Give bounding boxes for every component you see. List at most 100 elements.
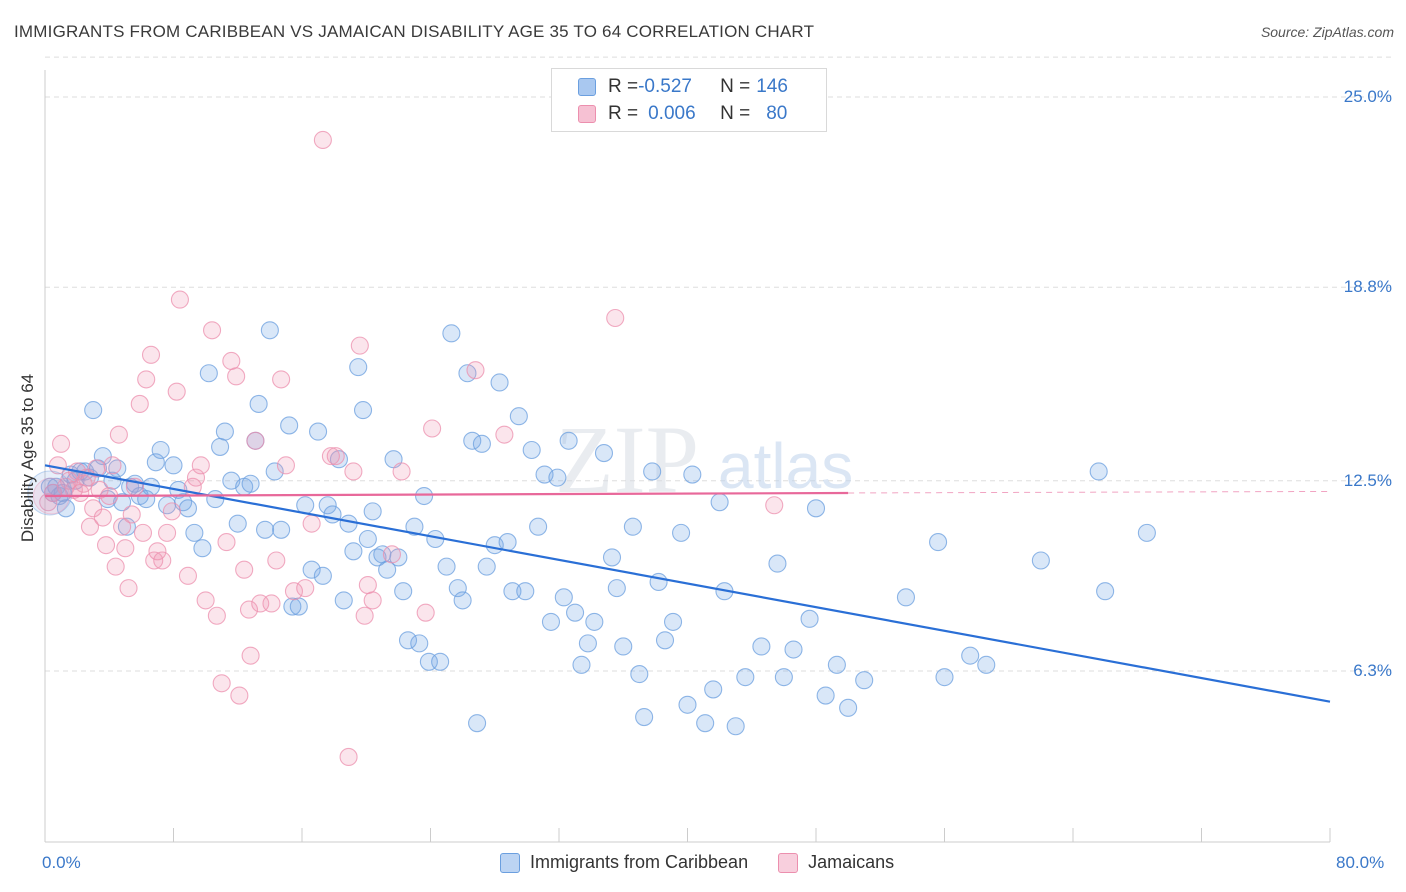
legend-item-caribbean: Immigrants from Caribbean: [500, 852, 748, 873]
caribbean-point: [630, 665, 649, 684]
caribbean-point: [313, 566, 332, 585]
y-axis-label: Disability Age 35 to 64: [18, 373, 37, 543]
jamaican-point: [363, 591, 382, 610]
caribbean-point: [84, 401, 103, 420]
grid-lines: [45, 56, 1395, 672]
caribbean-point: [260, 321, 279, 340]
jamaican-point: [296, 579, 315, 598]
caribbean-point: [228, 514, 247, 533]
caribbean-point: [206, 490, 225, 509]
x-tick-label-min: 0.0%: [42, 853, 81, 872]
caribbean-point: [635, 707, 654, 727]
jamaican-point: [350, 336, 369, 355]
caribbean-point: [696, 714, 715, 733]
caribbean-point: [522, 440, 541, 460]
stats-legend: R = -0.527 N = 146 R = 0.006 N = 80: [551, 68, 827, 132]
caribbean-point: [498, 533, 517, 552]
caribbean-point: [415, 486, 434, 506]
caribbean-point: [358, 529, 377, 549]
n-label: N =: [720, 76, 751, 97]
trend-lines: [44, 464, 1331, 703]
n-value: 80: [766, 103, 788, 124]
jamaican-point: [302, 514, 321, 533]
jamaican-point: [133, 523, 153, 542]
caribbean-point: [614, 637, 633, 656]
caribbean-point: [806, 499, 826, 518]
jamaican-point: [109, 425, 128, 444]
x-tick-label-max: 80.0%: [1336, 853, 1385, 872]
watermark-atlas: atlas: [718, 430, 853, 502]
caribbean-point: [774, 668, 793, 687]
caribbean-point: [199, 364, 218, 383]
legend-label: Immigrants from Caribbean: [530, 852, 749, 872]
jamaican-point: [148, 542, 167, 561]
source-credit: Source: ZipAtlas.com: [1260, 24, 1394, 40]
caribbean-point: [554, 588, 573, 607]
jamaican-point: [423, 419, 442, 438]
jamaican-point: [246, 431, 265, 450]
legend-item-jamaicans: Jamaicans: [778, 852, 894, 873]
caribbean-point: [503, 582, 522, 601]
caribbean-point: [663, 612, 683, 631]
caribbean-point: [752, 637, 771, 656]
r-label: R =: [608, 76, 639, 97]
caribbean-point: [935, 668, 954, 687]
caribbean-point: [855, 671, 874, 690]
caribbean-point: [211, 437, 230, 456]
jamaican-point: [326, 447, 345, 466]
caribbean-point: [398, 631, 418, 650]
caribbean-point: [289, 597, 308, 616]
jamaican-point: [203, 321, 222, 340]
caribbean-point: [339, 514, 358, 533]
caribbean-point: [283, 597, 302, 616]
jamaican-point: [39, 493, 58, 512]
caribbean-point: [683, 465, 702, 484]
caribbean-point: [572, 655, 591, 674]
jamaican-point: [272, 370, 291, 389]
caribbean-point: [800, 609, 819, 628]
y-tick-label: 25.0%: [1343, 87, 1392, 106]
caribbean-point: [477, 557, 496, 576]
caribbean-point: [490, 373, 509, 392]
caribbean-point: [678, 695, 697, 714]
jamaican-point: [158, 523, 177, 542]
jamaican-point: [339, 747, 358, 766]
r-value: -0.527: [638, 76, 692, 97]
caribbean-point: [178, 499, 198, 518]
caribbean-point: [164, 456, 183, 475]
jamaican-point: [217, 533, 236, 552]
caribbean-point: [185, 523, 204, 542]
jamaican-point: [212, 674, 231, 693]
r-label: R =: [608, 103, 639, 124]
watermark: ZIP atlas: [555, 406, 853, 513]
caribbean-point: [334, 591, 353, 610]
caribbean-point: [509, 407, 528, 426]
jamaican-point: [262, 594, 281, 613]
caribbean-point: [349, 358, 368, 377]
watermark-zip: ZIP: [555, 406, 699, 513]
caribbean-point: [151, 440, 170, 460]
y-tick-label: 18.8%: [1343, 277, 1392, 297]
caribbean-point: [272, 520, 291, 539]
caribbean-point: [529, 517, 548, 536]
caribbean-point: [896, 588, 916, 607]
caribbean-point: [318, 496, 337, 515]
jamaican-point: [207, 606, 226, 625]
caribbean-trend-line: [44, 464, 1331, 703]
caribbean-point: [929, 533, 948, 552]
caribbean-point: [368, 548, 387, 567]
caribbean-point: [977, 655, 996, 674]
chart-title: IMMIGRANTS FROM CARIBBEAN VS JAMAICAN DI…: [14, 22, 815, 41]
jamaican-point: [222, 351, 241, 371]
caribbean-point: [265, 462, 284, 481]
jamaican-point: [416, 603, 435, 622]
jamaican-trend-line: [44, 491, 849, 498]
caribbean-point: [431, 652, 450, 671]
jamaican-point: [122, 505, 141, 524]
caribbean-point: [442, 324, 461, 343]
caribbean-point: [193, 539, 212, 558]
jamaican-point: [196, 591, 215, 610]
jamaican-point: [119, 579, 138, 598]
jamaican-point: [235, 560, 254, 579]
jamaican-point: [80, 517, 100, 536]
